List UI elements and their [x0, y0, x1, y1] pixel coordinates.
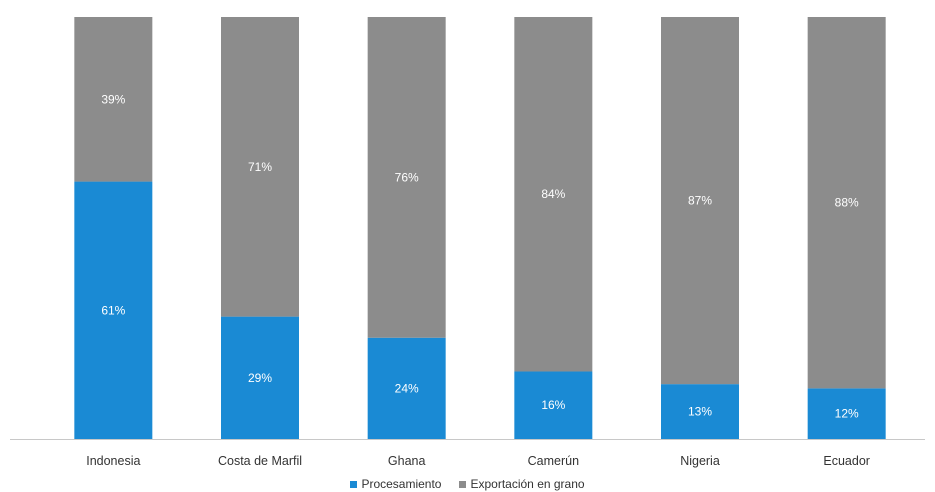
data-label-exportacion-en-grano-camerun: 84% [541, 187, 565, 201]
bar-procesamiento-ghana [367, 337, 446, 439]
data-label-exportacion-en-grano-indonesia: 39% [101, 92, 125, 106]
data-label-exportacion-en-grano-nigeria: 87% [688, 194, 712, 208]
data-label-procesamiento-ecuador: 12% [835, 407, 859, 421]
data-label-procesamiento-costa-de-marfil: 29% [248, 371, 272, 385]
bar-procesamiento-ecuador [807, 388, 886, 439]
stacked-bar-chart: 61% 39% Indonesia 29% 71% Costa de Marfil 24% 7… [10, 17, 925, 468]
legend-swatch-procesamiento [350, 480, 358, 488]
legend-item-procesamiento: Procesamiento [350, 477, 441, 491]
bar-exportacion-en-grano-ecuador [807, 17, 886, 389]
legend-item-exportacion: Exportación en grano [459, 477, 585, 491]
x-tick-label-camerun: Camerún [528, 454, 579, 468]
bar-exportacion-en-grano-nigeria [661, 17, 739, 385]
data-label-procesamiento-nigeria: 13% [688, 405, 712, 419]
x-tick-label-indonesia: Indonesia [86, 454, 140, 468]
bar-exportacion-en-grano-ghana [367, 17, 446, 338]
bar-procesamiento-costa-de-marfil [221, 316, 299, 439]
bar-procesamiento-nigeria [661, 384, 739, 439]
x-tick-label-nigeria: Nigeria [680, 454, 720, 468]
data-label-procesamiento-camerun: 16% [541, 398, 565, 412]
data-label-exportacion-en-grano-costa-de-marfil: 71% [248, 160, 272, 174]
x-tick-label-costa-de-marfil: Costa de Marfil [218, 454, 302, 468]
data-label-procesamiento-indonesia: 61% [101, 303, 125, 317]
legend-label-procesamiento: Procesamiento [361, 477, 442, 491]
x-tick-label-ghana: Ghana [388, 454, 426, 468]
bar-exportacion-en-grano-indonesia [74, 17, 153, 182]
data-label-exportacion-en-grano-ecuador: 88% [835, 196, 859, 210]
bar-exportacion-en-grano-camerun [514, 17, 593, 372]
data-label-procesamiento-ghana: 24% [395, 381, 419, 395]
bar-procesamiento-indonesia [74, 181, 153, 439]
x-tick-label-ecuador: Ecuador [823, 454, 870, 468]
data-label-exportacion-en-grano-ghana: 76% [395, 170, 419, 184]
legend-label-exportacion: Exportación en grano [470, 477, 585, 491]
bar-exportacion-en-grano-costa-de-marfil [221, 17, 299, 317]
chart-legend: Procesamiento Exportación en grano [0, 476, 935, 492]
legend-swatch-exportacion [459, 480, 467, 488]
bar-procesamiento-camerun [514, 371, 593, 439]
